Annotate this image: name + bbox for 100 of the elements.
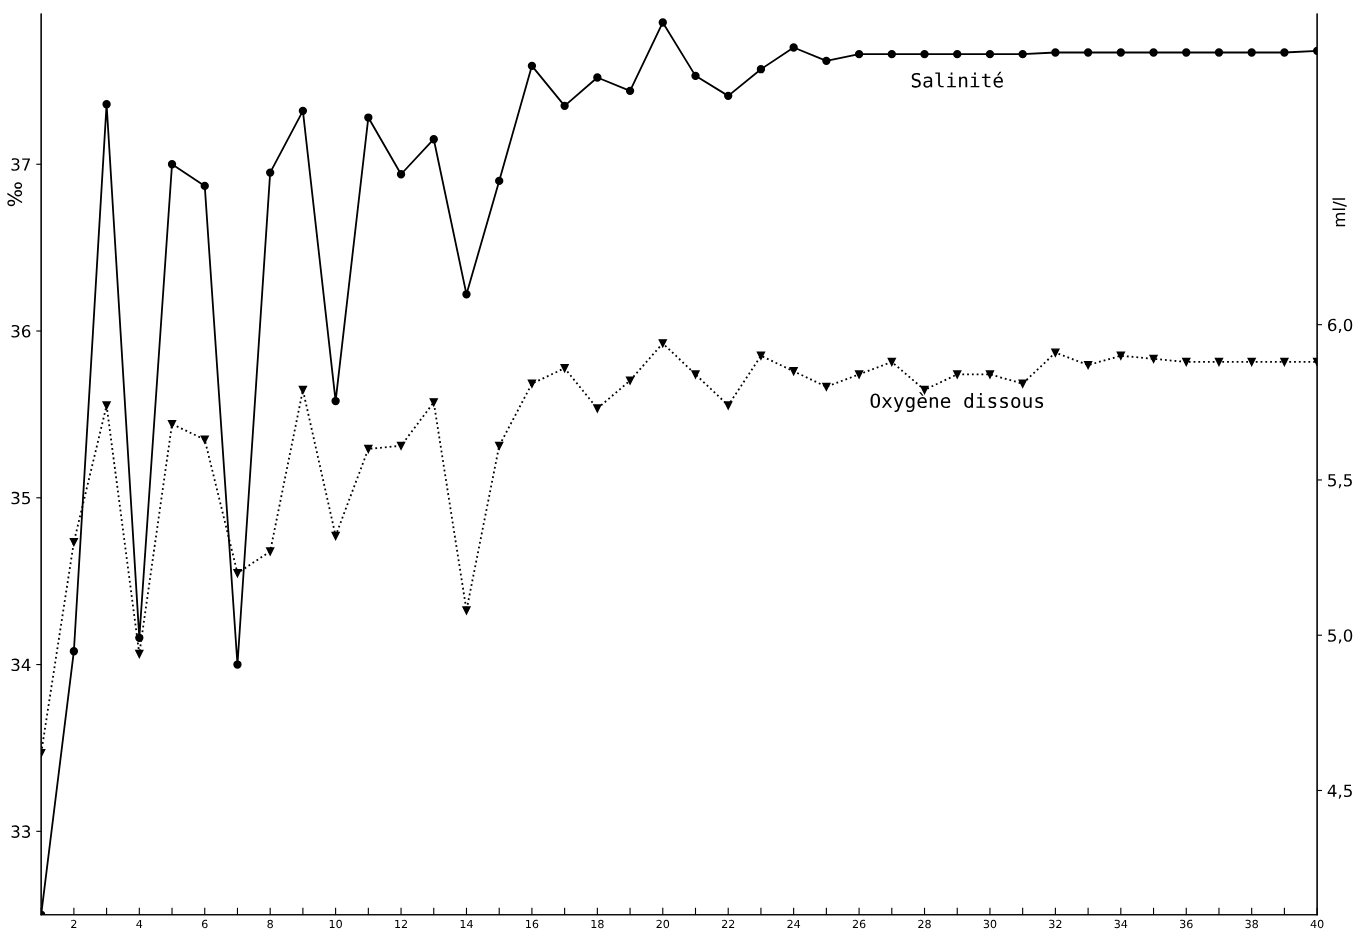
x-tick-label: 26 — [852, 919, 866, 929]
x-tick-label: 18 — [591, 919, 604, 929]
x-tick-label: 16 — [526, 919, 539, 929]
point — [854, 50, 864, 59]
point — [1018, 50, 1027, 59]
x-tick-label: 34 — [1114, 919, 1128, 929]
point — [691, 370, 700, 379]
y-tick-label: 33 — [11, 825, 31, 838]
x-tick-label: 28 — [918, 919, 931, 929]
point — [625, 86, 635, 96]
point — [887, 357, 896, 367]
point — [495, 176, 504, 186]
point — [1116, 48, 1125, 57]
point — [200, 181, 209, 191]
point — [462, 606, 471, 615]
point — [1280, 48, 1289, 57]
y-tick-label: 36 — [11, 324, 31, 338]
point — [396, 170, 406, 179]
x-tick-label: 22 — [721, 919, 735, 929]
point — [953, 50, 962, 59]
point — [1214, 48, 1224, 57]
point — [625, 376, 635, 385]
point — [233, 660, 242, 669]
point — [1182, 48, 1191, 57]
point — [724, 91, 733, 101]
y2-tick-label: 5,0 — [1328, 629, 1353, 644]
point — [331, 531, 340, 541]
x-tick-label: 36 — [1180, 919, 1193, 929]
point — [1214, 357, 1224, 367]
point — [756, 65, 766, 74]
point — [1116, 351, 1125, 360]
point — [527, 61, 537, 71]
y2-axis-title: ml/l — [1332, 198, 1347, 227]
point — [1182, 357, 1191, 367]
point — [167, 160, 177, 169]
point — [985, 370, 995, 379]
point — [724, 401, 733, 410]
point — [1018, 379, 1027, 388]
point — [429, 398, 438, 407]
y2-tick-label: 5,5 — [1328, 474, 1352, 489]
point — [462, 290, 471, 299]
point — [789, 43, 798, 52]
point — [135, 649, 144, 659]
point — [167, 419, 177, 429]
x-tick-label: 30 — [983, 919, 997, 929]
point — [1051, 348, 1060, 357]
x-tick-label: 20 — [656, 919, 670, 929]
point — [593, 73, 602, 82]
x-tick-label: 24 — [787, 919, 801, 929]
point — [1149, 48, 1158, 57]
point — [920, 50, 929, 59]
y2-tick-label: 4,5 — [1327, 784, 1352, 799]
x-tick-label: 40 — [1310, 919, 1324, 929]
point — [887, 50, 896, 59]
x-tick-label: 32 — [1049, 919, 1062, 929]
point — [560, 101, 569, 111]
point — [822, 382, 831, 391]
series-label: Salinité — [911, 71, 1003, 88]
point — [102, 401, 111, 410]
point — [364, 444, 373, 454]
y-tick-label: 37 — [11, 158, 31, 171]
point — [985, 50, 995, 59]
point — [756, 351, 766, 360]
point — [1247, 48, 1256, 57]
x-tick-label: 38 — [1245, 919, 1258, 929]
point — [593, 404, 602, 413]
point — [1280, 357, 1289, 367]
y-tick-label: 35 — [11, 491, 30, 505]
point — [495, 441, 504, 450]
point — [560, 363, 569, 373]
point — [364, 113, 373, 122]
point — [1247, 357, 1256, 367]
x-tick-label: 12 — [395, 919, 407, 929]
point — [69, 537, 79, 547]
point — [429, 135, 438, 144]
y-tick-label: 34 — [11, 658, 31, 672]
x-tick-label: 2 — [71, 919, 77, 929]
point — [298, 106, 308, 116]
x-tick-label: 8 — [267, 919, 273, 929]
x-tick-label: 10 — [329, 919, 342, 929]
point — [822, 56, 831, 66]
x-tick-label: 4 — [136, 919, 143, 929]
point — [266, 547, 275, 556]
point — [1149, 354, 1158, 364]
point — [266, 168, 275, 177]
point — [1083, 48, 1093, 57]
point — [200, 435, 209, 444]
point — [658, 339, 667, 348]
series-label: Oxygène dissous — [870, 392, 1044, 413]
point — [854, 370, 864, 379]
point — [658, 18, 667, 27]
point — [527, 379, 537, 388]
y-axis-title: ‰ — [7, 182, 23, 207]
point — [1083, 360, 1093, 370]
x-tick-label: 6 — [201, 919, 208, 929]
x-tick-label: 14 — [460, 919, 473, 929]
point — [953, 370, 962, 379]
point — [691, 71, 700, 81]
y2-tick-label: 6,0 — [1328, 318, 1353, 333]
point — [789, 367, 798, 376]
